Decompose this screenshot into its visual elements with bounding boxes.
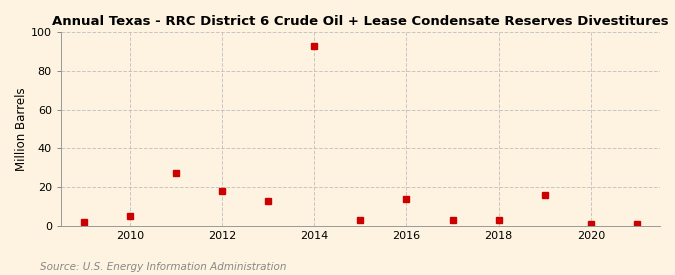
Text: Source: U.S. Energy Information Administration: Source: U.S. Energy Information Administ…: [40, 262, 287, 272]
Y-axis label: Million Barrels: Million Barrels: [15, 87, 28, 171]
Title: Annual Texas - RRC District 6 Crude Oil + Lease Condensate Reserves Divestitures: Annual Texas - RRC District 6 Crude Oil …: [52, 15, 669, 28]
